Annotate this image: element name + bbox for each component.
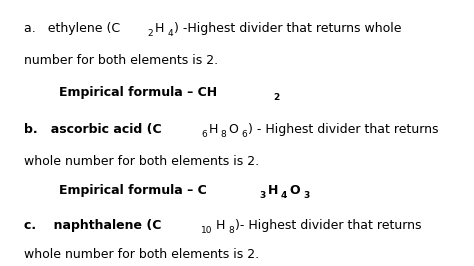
Text: 3: 3	[259, 191, 266, 200]
Text: whole number for both elements is 2.: whole number for both elements is 2.	[24, 248, 259, 261]
Text: 2: 2	[273, 93, 279, 102]
Text: 10: 10	[201, 226, 212, 235]
Text: b.   ascorbic acid (C: b. ascorbic acid (C	[24, 123, 161, 136]
Text: c.    naphthalene (C: c. naphthalene (C	[24, 219, 161, 232]
Text: 8: 8	[228, 226, 234, 235]
Text: 4: 4	[167, 29, 173, 38]
Text: H: H	[216, 219, 225, 232]
Text: ) - Highest divider that returns: ) - Highest divider that returns	[248, 123, 439, 136]
Text: Empirical formula – C: Empirical formula – C	[24, 184, 207, 197]
Text: number for both elements is 2.: number for both elements is 2.	[24, 54, 218, 67]
Text: 3: 3	[303, 191, 309, 200]
Text: 6: 6	[241, 130, 246, 139]
Text: 6: 6	[201, 130, 207, 139]
Text: H: H	[155, 22, 164, 35]
Text: H: H	[209, 123, 218, 136]
Text: 2: 2	[148, 29, 154, 38]
Text: O: O	[228, 123, 238, 136]
Text: )- Highest divider that returns: )- Highest divider that returns	[235, 219, 422, 232]
Text: 4: 4	[281, 191, 287, 200]
Text: Empirical formula – CH: Empirical formula – CH	[24, 86, 217, 99]
Text: a.   ethylene (C: a. ethylene (C	[24, 22, 120, 35]
Text: H: H	[267, 184, 278, 197]
Text: ) -Highest divider that returns whole: ) -Highest divider that returns whole	[174, 22, 402, 35]
Text: O: O	[289, 184, 300, 197]
Text: 8: 8	[221, 130, 227, 139]
Text: whole number for both elements is 2.: whole number for both elements is 2.	[24, 155, 259, 168]
